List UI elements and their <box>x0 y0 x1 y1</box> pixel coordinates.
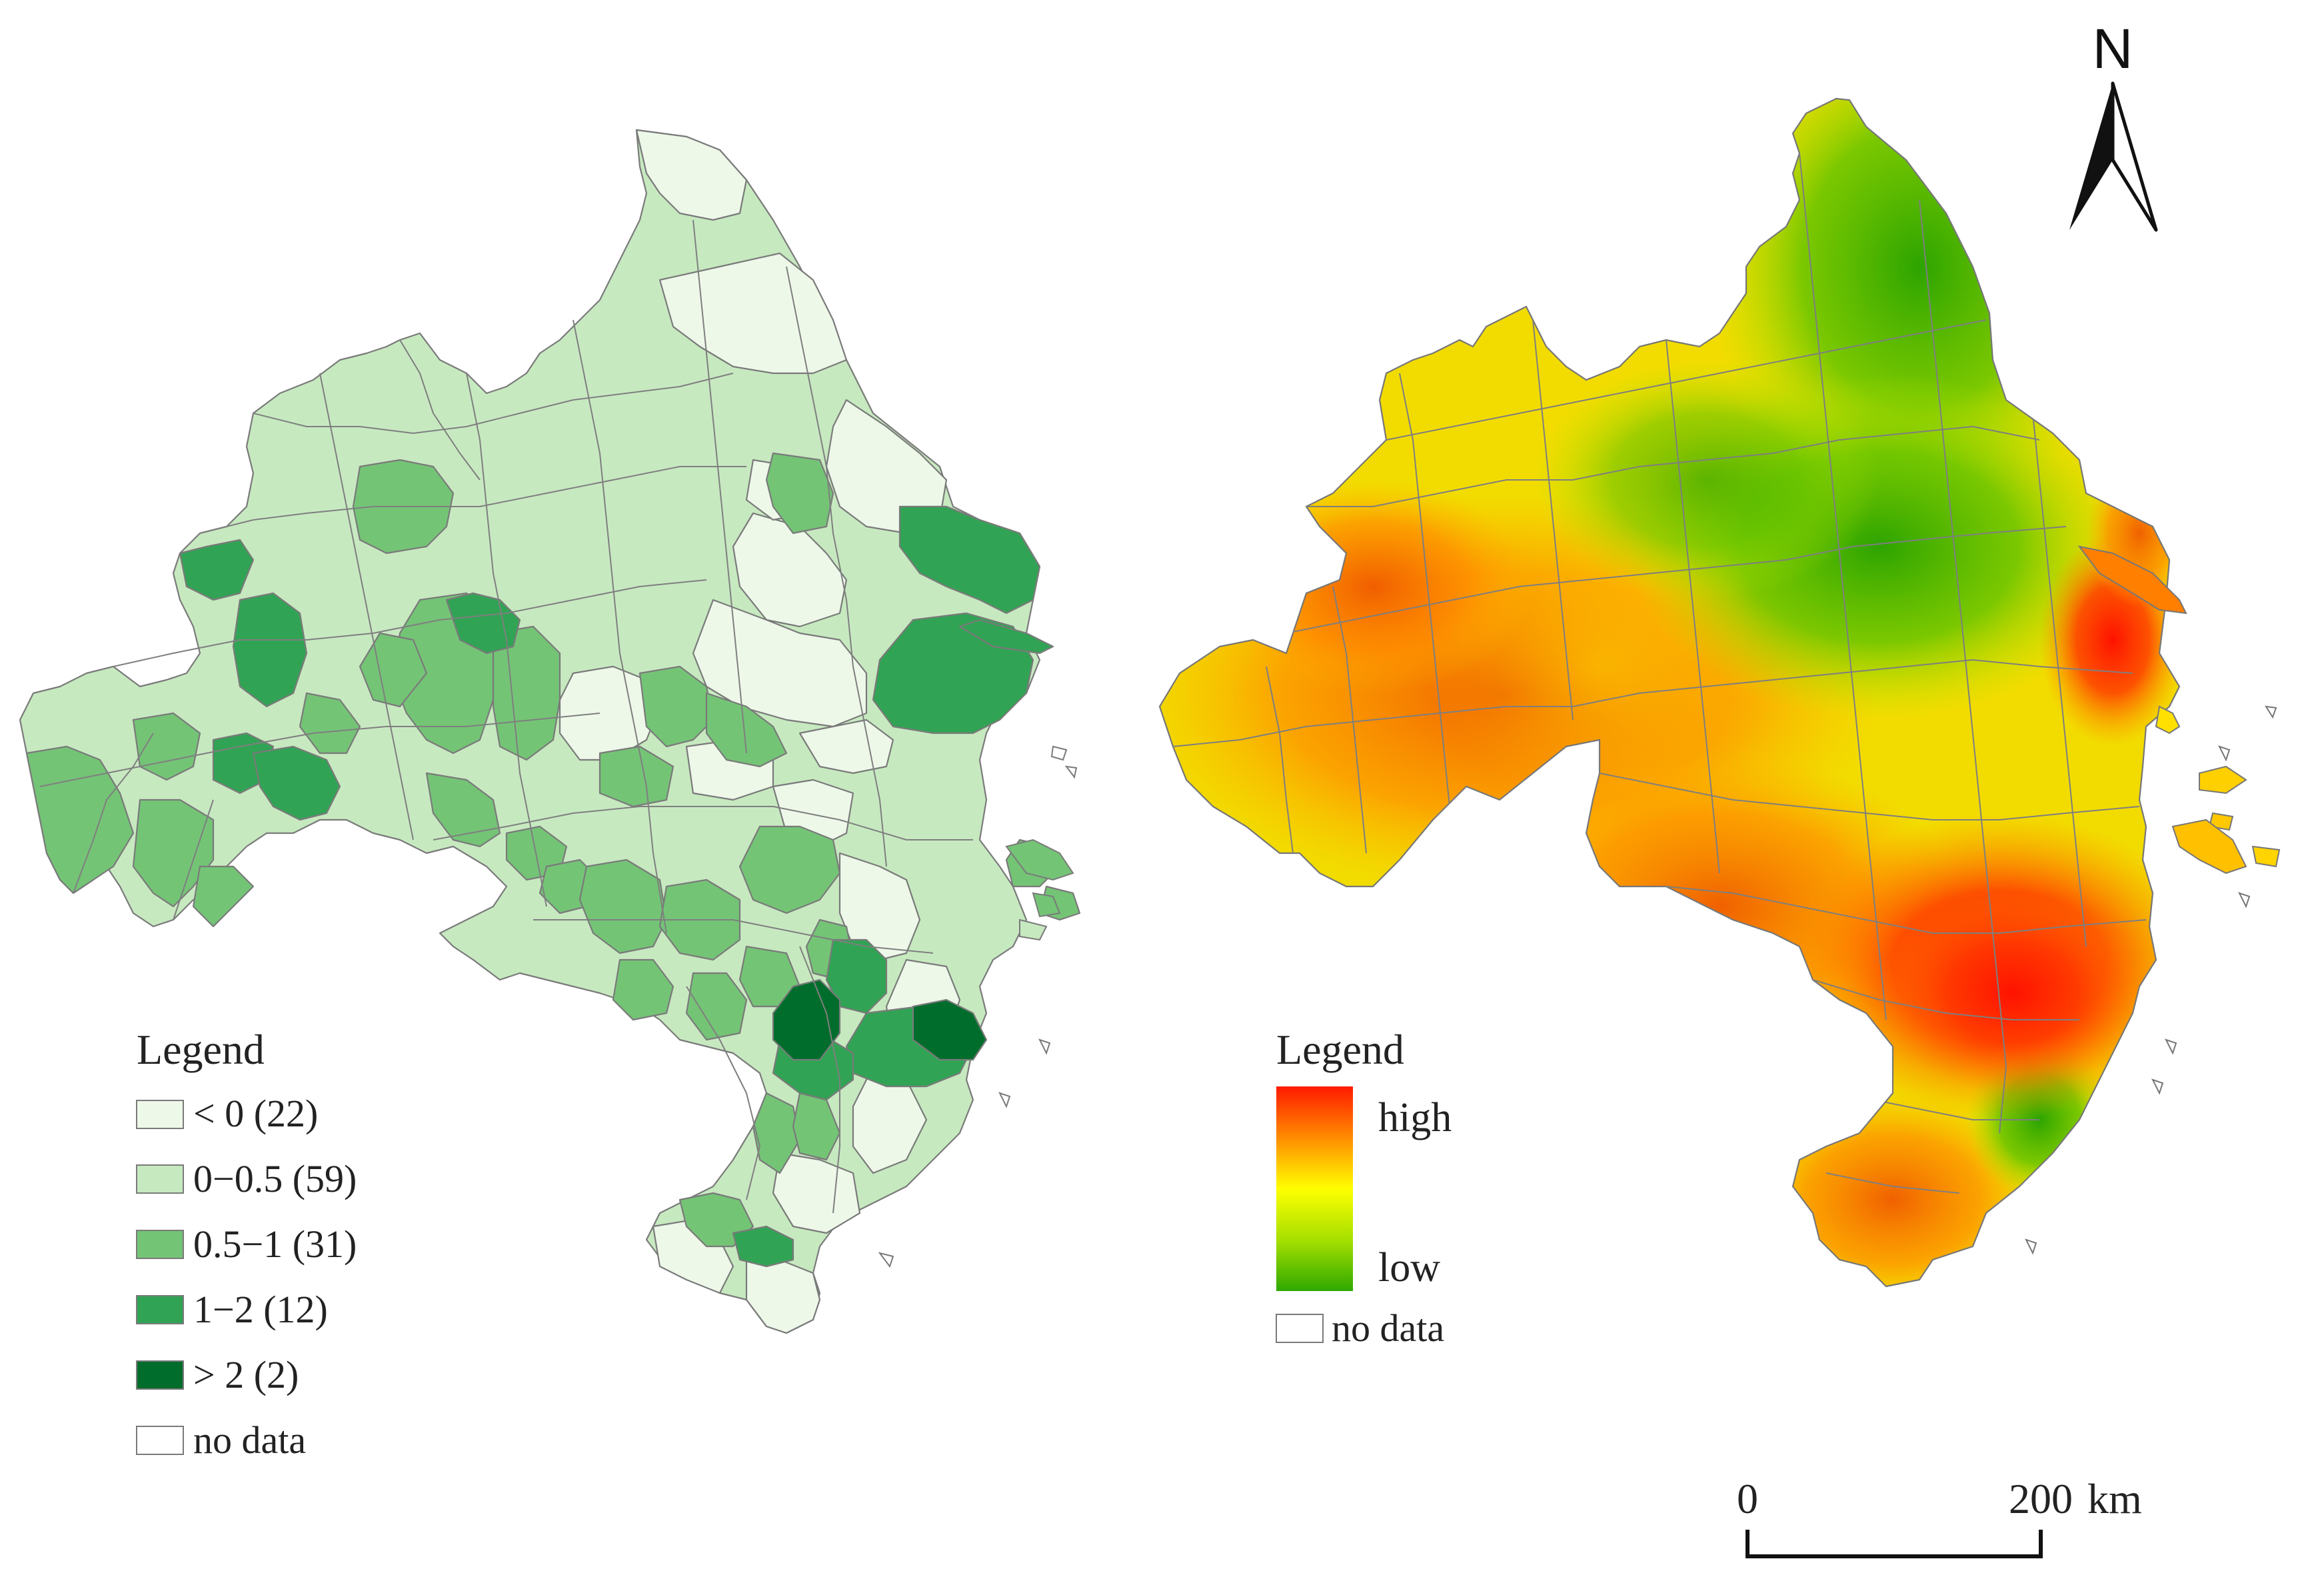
scale-start-label: 0 <box>1737 1475 1758 1522</box>
north-label: N <box>2093 17 2133 80</box>
right-map-outline <box>1158 97 2181 1288</box>
gradient-high-label: high <box>1378 1095 1452 1140</box>
legend-swatch-class-3 <box>136 1230 184 1259</box>
right-legend-swatch-no-data <box>1276 1314 1324 1343</box>
right-legend: Legend high low no data <box>1276 1026 1452 1350</box>
class-1-2-regions <box>179 505 1054 1268</box>
legend-swatch-class-4 <box>136 1295 184 1324</box>
legend-label-class-5: > 2 (2) <box>193 1353 299 1396</box>
left-map-boundaries <box>39 219 973 1214</box>
right-islands <box>2025 545 2281 1255</box>
legend-label-class-4: 1−2 (12) <box>193 1288 328 1331</box>
class-lt0-regions <box>559 129 961 1334</box>
legend-swatch-class-1 <box>136 1100 184 1129</box>
legend-swatch-class-2 <box>136 1164 184 1194</box>
right-legend-title: Legend <box>1276 1026 1404 1073</box>
left-legend-title: Legend <box>137 1026 265 1073</box>
legend-label-no-data: no data <box>193 1418 306 1462</box>
scale-end-label: 200 <box>2009 1475 2073 1522</box>
right-map-boundaries <box>1172 153 2147 1194</box>
legend-label-class-3: 0.5−1 (31) <box>193 1222 357 1266</box>
legend-label-class-2: 0−0.5 (59) <box>193 1157 357 1200</box>
north-arrow-icon: N <box>2069 17 2158 232</box>
legend-swatch-class-5 <box>136 1360 184 1390</box>
legend-label-class-1: < 0 (22) <box>193 1092 318 1135</box>
class-gt2-regions <box>772 978 988 1061</box>
legend-swatch-no-data <box>136 1426 184 1455</box>
left-choropleth-map <box>19 129 1081 1334</box>
gradient-low-label: low <box>1378 1245 1440 1290</box>
right-legend-label-no-data: no data <box>1332 1306 1444 1350</box>
gradient-ramp <box>1276 1086 1353 1291</box>
left-islands <box>878 745 1078 1268</box>
left-legend: Legend < 0 (22) 0−0.5 (59) 0.5−1 (31) 1−… <box>136 1026 357 1462</box>
scale-bar: 0 200 km <box>1737 1475 2142 1558</box>
scale-unit-label: km <box>2087 1475 2142 1522</box>
scale-bar-line <box>1745 1530 2043 1558</box>
